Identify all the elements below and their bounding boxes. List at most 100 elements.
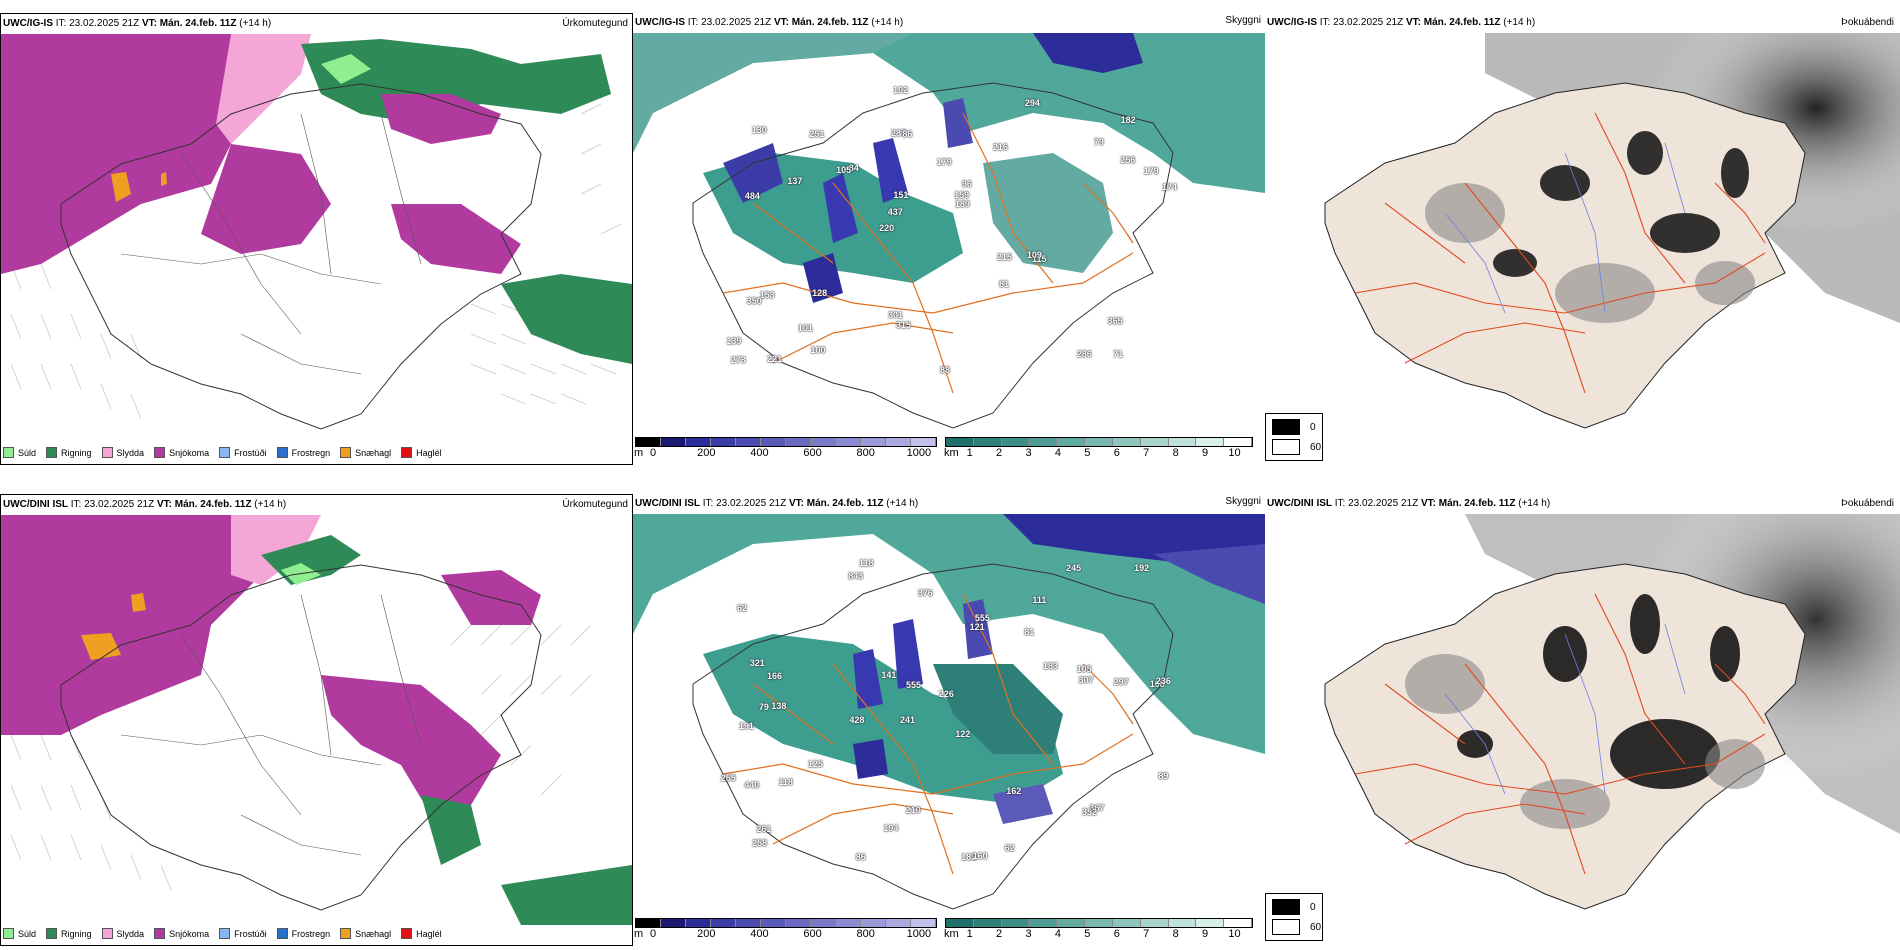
colorbar-tick-label: 800 (856, 928, 875, 940)
precip-legend: Súld Rigning Slydda Snjókoma Frostúði Fr… (3, 447, 452, 458)
cloud-base-height-label: 297 (1113, 676, 1129, 687)
cloud-base-height-label: 159 (954, 190, 970, 201)
colorbar-tick-label: 1 (966, 447, 973, 459)
panel-header: UWC/DINI ISL IT: 23.02.2025 21Z VT: Mán.… (3, 499, 287, 510)
colorbar-segment (761, 919, 786, 927)
colorbar-segment (711, 919, 736, 927)
colorbar-segment (686, 438, 711, 446)
legend-item-drizzle: Súld (3, 447, 36, 458)
legend-item-graupel: Snæhagl (340, 928, 391, 939)
colorbar-segment (861, 438, 886, 446)
colorbar-tick-label: 8 (1172, 928, 1179, 940)
legend-item-snow: Snjókoma (154, 928, 209, 939)
cloud-base-height-label: 79 (758, 701, 769, 712)
cloud-base-height-label: 122 (955, 728, 971, 739)
colorbar-segment (1168, 438, 1197, 446)
legend-item-hail: Haglél (401, 447, 442, 458)
visibility-map-top (633, 33, 1265, 429)
cloud-base-height-label: 71 (1113, 348, 1124, 359)
cloud-base-height-label: 440 (744, 779, 760, 790)
colorbar-segment (1112, 438, 1141, 446)
legend-item-drizzle: Súld (3, 928, 36, 939)
colorbar-segment (1001, 919, 1030, 927)
colorbar-segment (911, 919, 936, 927)
cloud-base-height-label: 115 (1032, 253, 1047, 264)
fog-map-bottom (1324, 514, 1900, 910)
colorbar-tick-label: 400 (750, 928, 769, 940)
cloud-base-height-label: 166 (766, 671, 782, 682)
colorbar-segment (836, 919, 861, 927)
colorbar-tick-label: 9 (1202, 447, 1209, 459)
visibility-unit: km (944, 447, 959, 459)
cloud-base-height-label: 273 (730, 355, 746, 366)
cloud-base-height-label: 189 (954, 198, 970, 209)
legend-item-graupel: Snæhagl (340, 447, 391, 458)
colorbar-segment (636, 438, 661, 446)
panel-header: UWC/IG-IS IT: 23.02.2025 21Z VT: Mán. 24… (635, 17, 904, 28)
colorbar-segment (1196, 438, 1225, 446)
panel-header: UWC/IG-IS IT: 23.02.2025 21Z VT: Mán. 24… (1267, 17, 1536, 28)
colorbar-segment (836, 438, 861, 446)
colorbar-tick-label: 1000 (906, 447, 932, 459)
cloud-base-colorbar: 0 200 400 600 800 1000 m (634, 918, 937, 941)
cloud-base-height-label: 245 (1066, 562, 1082, 573)
legend-item-rain: Rigning (46, 447, 92, 458)
cloud-base-height-label: 182 (961, 851, 977, 862)
fog-map-top (1324, 33, 1900, 429)
cloud-base-height-label: 484 (744, 191, 760, 202)
legend-item-sleet: Slydda (101, 928, 144, 939)
colorbar-tick-label: 400 (750, 447, 769, 459)
colorbar-segment (1224, 919, 1252, 927)
visibility-unit: km (944, 928, 959, 940)
cloud-base-height-label: 151 (893, 189, 909, 200)
cloud-base-height-label: 130 (751, 125, 767, 136)
cloud-base-height-label: 89 (1158, 771, 1169, 782)
cloud-base-height-label: 88 (940, 365, 951, 376)
colorbar-segment (1029, 919, 1058, 927)
cloud-base-height-label: 102 (893, 85, 909, 96)
legend-item-hail: Haglél (401, 928, 442, 939)
colorbar-tick-label: 7 (1143, 447, 1150, 459)
cloud-base-height-label: 139 (726, 335, 742, 346)
cloud-base-height-label: 105 (836, 165, 852, 176)
cloud-base-height-label: 220 (879, 223, 895, 234)
colorbar-tick-label: 10 (1228, 928, 1241, 940)
colorbar-tick-label: 3 (1025, 447, 1032, 459)
colorbar-segment (686, 919, 711, 927)
colorbar-segment (711, 438, 736, 446)
colorbar-segment (661, 438, 686, 446)
cloud-base-height-label: 118 (859, 557, 874, 568)
colorbar-tick-label: 5 (1084, 447, 1091, 459)
cloud-base-height-label: 179 (936, 157, 952, 168)
colorbar-tick-label: 6 (1113, 928, 1120, 940)
precip-panel-bottom: UWC/DINI ISL IT: 23.02.2025 21Z VT: Mán.… (0, 494, 633, 946)
precip-panel-top: UWC/IG-IS IT: 23.02.2025 21Z VT: Mán. 24… (0, 13, 633, 465)
colorbar-tick-label: 600 (803, 447, 822, 459)
cloud-base-height-label: 367 (1089, 803, 1105, 814)
cloud-base-height-label: 105 (1076, 663, 1092, 674)
legend-item-freezing-drizzle: Frostúði (219, 928, 267, 939)
colorbar-segment (886, 438, 911, 446)
cloud-base-height-label: 437 (887, 206, 903, 217)
cloud-base-height-label: 555 (974, 612, 990, 623)
cloud-base-height-label: 226 (938, 689, 954, 700)
colorbar-segment (786, 438, 811, 446)
cloud-base-height-label: 428 (849, 715, 865, 726)
cloud-base-height-label: 137 (787, 176, 803, 187)
colorbar-segment (1001, 438, 1030, 446)
panel-title: Skyggni (1225, 496, 1261, 507)
fog-index-legend-top: 0 60 (1265, 413, 1323, 461)
panel-title: Þokuábendi (1841, 17, 1894, 28)
fog-panel-bottom: UWC/DINI ISL IT: 23.02.2025 21Z VT: Mán.… (1265, 494, 1900, 946)
colorbar-tick-label: 800 (856, 447, 875, 459)
cloud-base-height-label: 287 (891, 127, 907, 138)
visibility-colorbar: 1 2 3 4 5 6 7 8 9 10 km (944, 437, 1253, 460)
panel-title: Þokuábendi (1841, 498, 1894, 509)
cloud-base-height-label: 241 (900, 715, 916, 726)
colorbar-segment (661, 919, 686, 927)
colorbar-segment (1168, 919, 1197, 927)
cloud-base-height-label: 109 (1026, 250, 1042, 261)
cloud-base-height-label: 236 (1155, 676, 1171, 687)
colorbar-tick-label: 8 (1172, 447, 1179, 459)
cloud-base-height-label: 108 (1149, 679, 1165, 690)
